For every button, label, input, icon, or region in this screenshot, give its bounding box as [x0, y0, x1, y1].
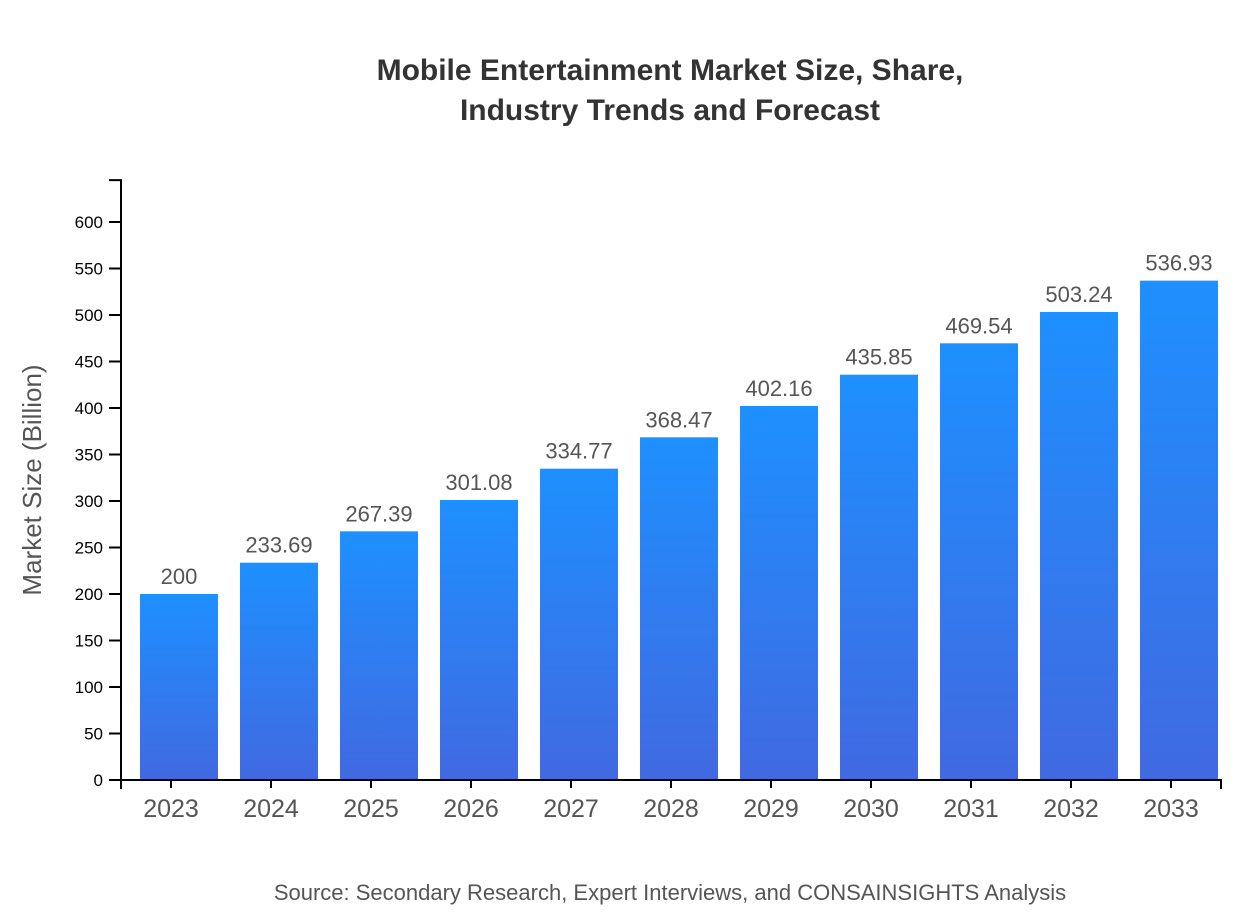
data-label: 301.08: [445, 470, 512, 495]
y-tick-label: 250: [75, 539, 103, 558]
bar: [740, 405, 818, 780]
y-tick-label: 450: [75, 353, 103, 372]
y-axis-line: [109, 179, 122, 780]
y-tick-label: 300: [75, 492, 103, 511]
data-label: 469.54: [945, 313, 1012, 338]
data-label: 334.77: [545, 439, 612, 464]
bar: [140, 594, 218, 780]
x-tick-label: 2024: [243, 795, 299, 823]
chart-title-line-1: Mobile Entertainment Market Size, Share,: [377, 54, 964, 87]
data-label: 200: [161, 564, 198, 589]
chart-title-line-2: Industry Trends and Forecast: [460, 94, 880, 127]
x-tick-label: 2027: [543, 795, 599, 823]
x-tick-label: 2028: [643, 795, 699, 823]
y-tick-label: 200: [75, 585, 103, 604]
data-label: 368.47: [645, 407, 712, 432]
y-tick-label: 150: [75, 632, 103, 651]
x-tick-label: 2025: [343, 795, 399, 823]
y-tick-label: 50: [84, 725, 103, 744]
bar: [940, 343, 1018, 780]
x-axis-line: [120, 779, 1222, 789]
x-tick-label: 2032: [1043, 795, 1099, 823]
source-note: Source: Secondary Research, Expert Inter…: [274, 880, 1066, 905]
y-tick-label: 400: [75, 399, 103, 418]
y-tick-label: 350: [75, 446, 103, 465]
bar: [240, 562, 318, 780]
x-tick-label: 2031: [943, 795, 999, 823]
bar: [1140, 280, 1218, 780]
bar: [340, 531, 418, 780]
data-label: 267.39: [345, 501, 412, 526]
x-tick-label: 2033: [1143, 795, 1199, 823]
data-label: 402.16: [745, 376, 812, 401]
data-label: 536.93: [1145, 251, 1212, 276]
x-tick-label: 2026: [443, 795, 499, 823]
y-tick-label: 100: [75, 678, 103, 697]
data-label: 503.24: [1045, 282, 1112, 307]
y-axis-label: Market Size (Billion): [17, 364, 47, 595]
x-tick-label: 2029: [743, 795, 799, 823]
data-label: 435.85: [845, 345, 912, 370]
bar: [840, 374, 918, 780]
x-tick-label: 2030: [843, 795, 899, 823]
y-tick-label: 0: [94, 771, 103, 790]
y-tick-label: 600: [75, 213, 103, 232]
x-tick-label: 2023: [143, 795, 199, 823]
bar: [640, 437, 718, 780]
data-label: 233.69: [245, 533, 312, 558]
y-tick-label: 550: [75, 260, 103, 279]
bar: [540, 468, 618, 780]
y-tick-label: 500: [75, 306, 103, 325]
bar: [1040, 311, 1118, 780]
bar: [440, 499, 518, 780]
